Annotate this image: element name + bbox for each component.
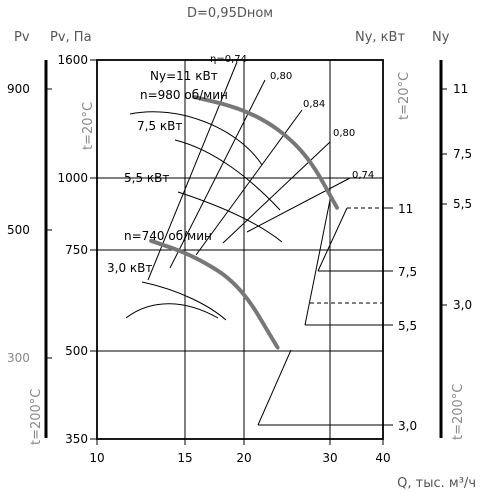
ny-outer-tick-5-5: 5,5 [453, 197, 472, 211]
right-outer-axis-label: Ny [432, 30, 450, 45]
x-tick-15: 15 [177, 451, 192, 465]
ny-outer-tick-3-0: 3,0 [453, 298, 472, 312]
eta-ray-5 [246, 177, 351, 233]
y-tick-1000: 1000 [57, 171, 88, 185]
left-temp-20: t=20°C [81, 102, 96, 150]
chart-title: D=0,95Dном [187, 6, 273, 21]
power-curve-lower-2 [125, 303, 219, 319]
grid [97, 60, 383, 439]
power-label-3-0: 3,0 кВт [107, 261, 152, 275]
series-label-740: n=740 об/мин [124, 229, 212, 243]
power-curve-upper-3 [177, 191, 283, 243]
right-temp-20: t=20°C [397, 72, 412, 120]
y-tick-1600: 1600 [57, 53, 88, 67]
x-axis-label: Q, тыс. м³/ч [397, 476, 476, 491]
power-connector-2 [304, 199, 331, 326]
series-line-1 [149, 238, 280, 350]
power-connector-3 [257, 349, 292, 426]
left-outer-ticks [46, 88, 52, 359]
right-inner-axis-label: Ny, кВт [355, 30, 405, 45]
x-tick-10: 10 [89, 451, 104, 465]
x-tick-20: 20 [236, 451, 251, 465]
left-main-ticks [90, 59, 97, 440]
x-tick-30: 30 [322, 451, 337, 465]
pv-outer-tick-900: 900 [7, 82, 30, 96]
right-temp-200: t=200°C [451, 384, 466, 440]
left-main-axis-label: Pv, Па [50, 30, 92, 45]
power-scale-7-5: 7,5 [398, 265, 417, 279]
eta-label-1: η=0,74 [210, 54, 247, 65]
series-label-980: n=980 об/мин [140, 88, 228, 102]
x-tick-40: 40 [375, 451, 390, 465]
series-layer [149, 94, 339, 350]
power-curve-lower-1 [141, 281, 227, 321]
power-scale-11: 11 [398, 202, 413, 216]
pv-outer-tick-300: 300 [7, 351, 30, 365]
right-outer-ticks [441, 88, 447, 306]
power-curve-upper-2 [174, 139, 281, 211]
eta-label-2: 0,80 [270, 71, 292, 82]
pv-outer-tick-500: 500 [7, 223, 30, 237]
power-scale-lines [258, 207, 393, 426]
power-label-7-5: 7,5 кВт [137, 119, 182, 133]
left-outer-axis-label: Pv [14, 30, 30, 45]
eta-label-3: 0,84 [303, 99, 325, 110]
ny-outer-tick-7-5: 7,5 [453, 147, 472, 161]
y-tick-750: 750 [65, 243, 88, 257]
eta-ray-4 [222, 141, 331, 244]
power-curve-upper-1 [129, 111, 263, 166]
power-scale-3-0: 3,0 [398, 419, 417, 433]
power-curves [125, 111, 348, 426]
power-label-5-5: 5,5 кВт [124, 171, 169, 185]
power-label-11: Ny=11 кВт [150, 69, 218, 83]
eta-label-5: 0,74 [352, 170, 374, 181]
ny-outer-tick-11: 11 [453, 82, 468, 96]
left-temp-200: t=200°C [29, 389, 44, 445]
y-tick-500: 500 [65, 344, 88, 358]
series-line-0 [192, 94, 339, 210]
eta-label-4: 0,80 [333, 128, 355, 139]
power-scale-5-5: 5,5 [398, 319, 417, 333]
y-tick-350: 350 [65, 432, 88, 446]
eta-ray-3 [195, 109, 303, 256]
power-connector-1 [317, 207, 348, 272]
x-ticks [96, 439, 384, 445]
